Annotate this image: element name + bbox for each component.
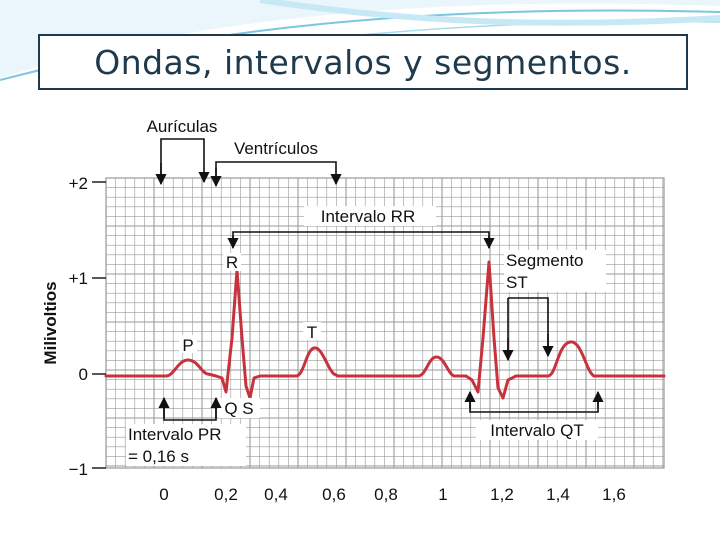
label-intervalo-pr: Intervalo PR (128, 425, 222, 444)
auriculas-bracket (160, 138, 210, 184)
qt-bracket (469, 400, 599, 413)
qt-label-bg (476, 420, 598, 440)
y-tick-plus1: +1 (69, 269, 88, 288)
pr-label-bg (126, 424, 246, 466)
x-tick-0-4: 0,4 (264, 485, 288, 504)
label-qs: Q S (224, 399, 253, 418)
label-intervalo-qt: Intervalo QT (490, 421, 584, 440)
label-t: T (307, 323, 317, 342)
rr-label-bg (304, 206, 436, 226)
x-tick-0-6: 0,6 (322, 485, 346, 504)
slide-title-box: Ondas, intervalos y segmentos. (38, 34, 688, 90)
t-label-bg (303, 322, 321, 340)
p-label-bg (179, 335, 197, 353)
x-tick-1-4: 1,4 (546, 485, 570, 504)
y-tick-plus2: +2 (69, 174, 88, 193)
slide-title: Ondas, intervalos y segmentos. (94, 42, 632, 82)
label-r: R (226, 253, 238, 272)
x-tick-0-2: 0,2 (214, 485, 238, 504)
ecg-diagram: Milivoltios +2 +1 0 −1 0 0,2 0,4 0,6 0,8… (41, 117, 666, 504)
label-segmento: Segmento (506, 251, 584, 270)
r-label-bg (223, 253, 241, 271)
label-auriculas: Aurículas (147, 117, 218, 136)
ecg-trace (104, 260, 666, 400)
y-tick-zero: 0 (79, 365, 88, 384)
label-st: ST (506, 273, 528, 292)
qs-label-bg (218, 398, 260, 418)
x-tick-0: 0 (159, 485, 168, 504)
label-intervalo-rr: Intervalo RR (321, 207, 415, 226)
segmento-label-bg (504, 250, 606, 292)
ecg-figure: Milivoltios +2 +1 0 −1 0 0,2 0,4 0,6 0,8… (38, 108, 668, 508)
x-tick-1-2: 1,2 (490, 485, 514, 504)
y-axis-label: Milivoltios (41, 281, 60, 364)
y-tick-minus1: −1 (69, 460, 88, 479)
x-tick-1: 1 (438, 485, 447, 504)
label-pr-value: = 0,16 s (128, 447, 189, 466)
label-ventriculos: Ventrículos (234, 139, 318, 158)
x-tick-0-8: 0,8 (374, 485, 398, 504)
pr-bracket (163, 408, 217, 421)
x-tick-1-6: 1,6 (602, 485, 626, 504)
label-p: P (182, 336, 193, 355)
